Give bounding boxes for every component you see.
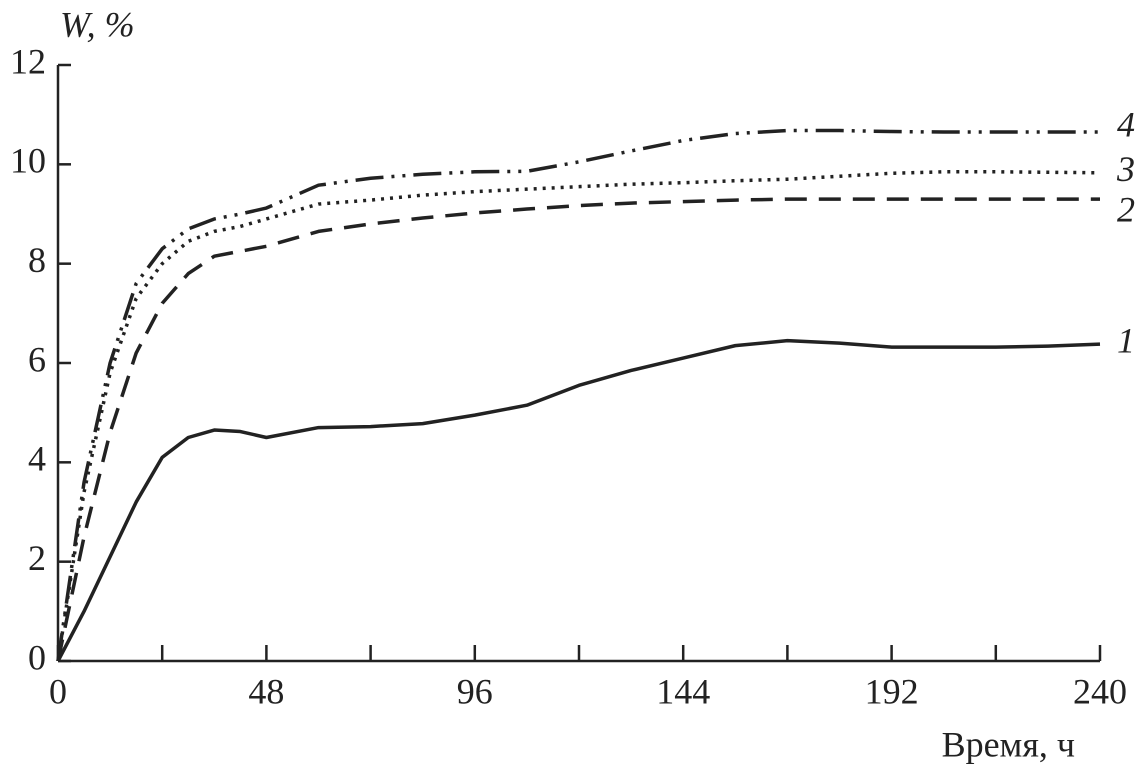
- x-tick-label: 0: [49, 671, 67, 711]
- series-label: 4: [1117, 104, 1135, 144]
- series-line: [56, 128, 1100, 662]
- x-tick-label: 144: [656, 671, 710, 711]
- y-tick-label: 12: [10, 41, 46, 81]
- series-line: [56, 338, 1101, 662]
- y-tick-label: 6: [28, 339, 46, 379]
- x-tick-label: 48: [248, 671, 284, 711]
- y-axis-label: W, %: [60, 4, 135, 44]
- series-line: [56, 197, 1100, 662]
- series-label: 2: [1117, 189, 1135, 229]
- x-tick-label: 96: [457, 671, 493, 711]
- y-tick-label: 2: [28, 538, 46, 578]
- y-tick-label: 8: [28, 240, 46, 280]
- y-tick-label: 4: [28, 439, 46, 479]
- series-label: 3: [1116, 149, 1135, 189]
- y-tick-label: 10: [10, 141, 46, 181]
- y-tick-label: 0: [28, 637, 46, 677]
- x-tick-label: 192: [865, 671, 919, 711]
- series-label: 1: [1117, 320, 1135, 360]
- x-axis-label: Время, ч: [942, 724, 1075, 764]
- x-tick-label: 240: [1073, 671, 1127, 711]
- series-line: [56, 170, 1101, 662]
